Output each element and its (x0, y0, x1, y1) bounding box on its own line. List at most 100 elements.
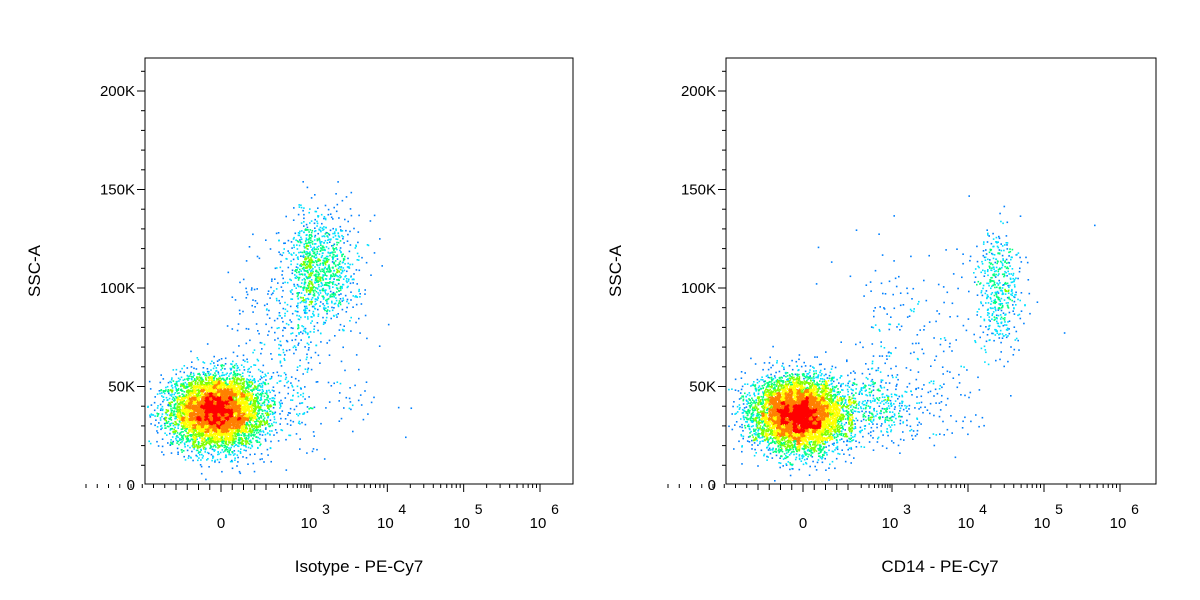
data-point (240, 376, 243, 378)
data-point (269, 405, 272, 408)
data-point (256, 429, 259, 432)
data-point (266, 410, 269, 413)
data-point (241, 399, 244, 402)
data-point (218, 383, 221, 386)
data-point (243, 405, 245, 407)
data-point (172, 430, 174, 433)
data-point (232, 452, 234, 454)
data-point (177, 377, 180, 380)
data-point (214, 459, 216, 462)
data-point (234, 389, 236, 391)
data-point (228, 388, 230, 391)
data-point (197, 394, 200, 397)
data-point (184, 407, 186, 410)
data-point (161, 451, 163, 453)
data-point (246, 408, 249, 411)
data-point (247, 433, 250, 436)
data-point (196, 447, 199, 449)
data-point (266, 398, 268, 401)
data-point (228, 442, 230, 444)
data-point (244, 428, 246, 431)
data-point (181, 440, 183, 443)
data-point (222, 374, 224, 376)
data-point (258, 441, 261, 443)
data-point (181, 436, 184, 438)
data-point (221, 449, 224, 451)
data-point (206, 393, 208, 395)
data-point (217, 373, 220, 375)
data-point (228, 452, 230, 454)
data-point (219, 439, 221, 442)
data-point (231, 436, 234, 439)
data-point (225, 407, 228, 410)
data-point (176, 418, 179, 421)
data-point (218, 377, 220, 379)
data-point (187, 390, 190, 392)
data-point (159, 381, 162, 384)
data-point (183, 384, 185, 387)
data-point (217, 453, 219, 456)
data-point (206, 388, 208, 390)
data-point (228, 414, 231, 417)
data-point (177, 403, 179, 405)
data-point (261, 391, 263, 394)
data-point (236, 393, 239, 396)
data-point (239, 472, 242, 475)
data-point (250, 384, 252, 387)
data-point (177, 440, 180, 443)
data-point (169, 417, 171, 419)
data-point (235, 395, 237, 398)
data-point (231, 415, 234, 417)
data-point (245, 442, 247, 445)
data-point (236, 379, 238, 382)
data-point (250, 431, 252, 434)
data-point (245, 430, 248, 433)
data-point (237, 441, 239, 444)
data-point (182, 407, 184, 410)
data-point (209, 385, 211, 388)
data-point (172, 440, 174, 443)
data-point (244, 393, 247, 395)
data-point (207, 440, 209, 442)
data-point (170, 378, 173, 381)
data-point (177, 427, 179, 429)
data-point (233, 378, 236, 380)
data-point (221, 364, 223, 366)
data-point (202, 455, 204, 457)
data-point (251, 375, 254, 378)
data-point (156, 412, 158, 415)
data-point (198, 385, 200, 388)
data-point (242, 456, 244, 458)
data-point (190, 435, 192, 438)
data-point (253, 378, 256, 380)
data-point (228, 432, 230, 434)
data-point (242, 391, 244, 393)
data-point (207, 435, 209, 438)
data-point (217, 447, 219, 449)
data-point (180, 404, 182, 406)
data-point (225, 447, 228, 450)
data-point (190, 371, 192, 374)
data-point (185, 391, 188, 393)
data-point (193, 429, 196, 432)
data-point (242, 382, 244, 384)
data-point (242, 401, 244, 403)
data-point (240, 379, 243, 381)
data-point (244, 403, 247, 405)
data-point (222, 401, 225, 403)
data-point (194, 435, 197, 437)
data-point (218, 453, 220, 455)
data-point (218, 388, 220, 390)
data-point (193, 367, 195, 370)
data-point (169, 418, 171, 420)
data-point (269, 419, 272, 421)
data-point (211, 412, 213, 415)
data-point (219, 375, 221, 377)
data-point (186, 440, 188, 443)
data-point (193, 444, 195, 446)
data-point (186, 383, 188, 386)
data-point (213, 409, 216, 411)
data-point (188, 384, 191, 386)
data-point (166, 422, 169, 424)
data-point (205, 478, 207, 481)
